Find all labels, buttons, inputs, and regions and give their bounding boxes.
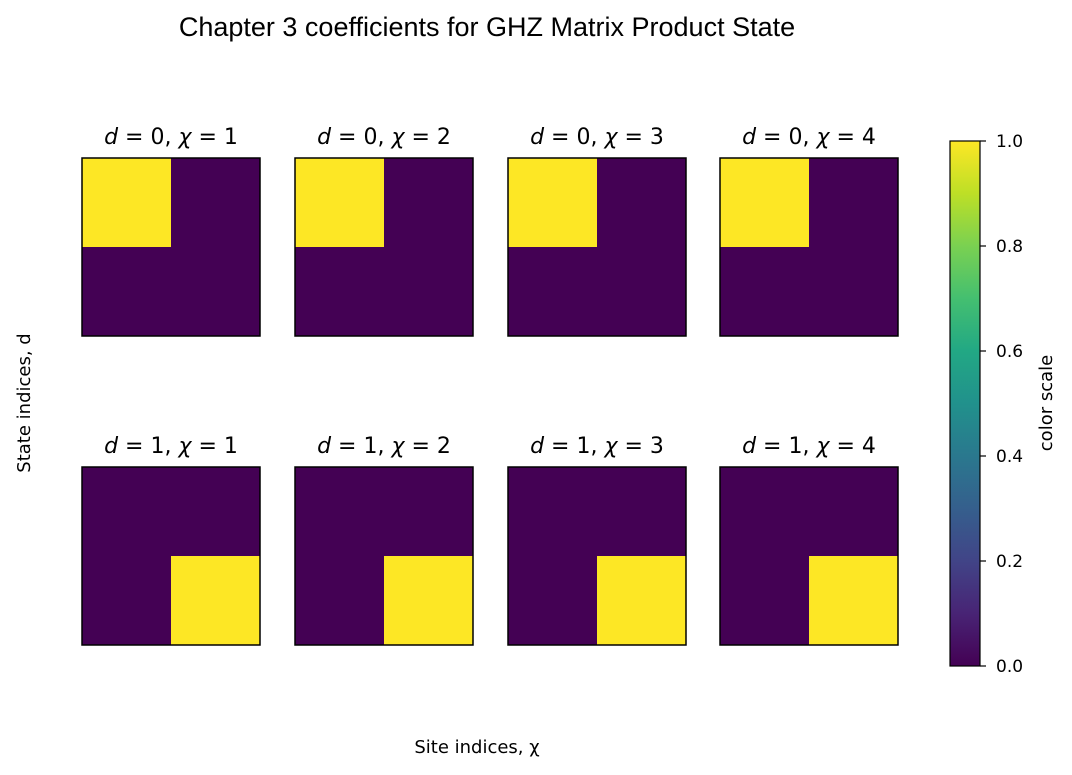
panel-title: d = 1, χ = 3 [530, 434, 664, 459]
panel-title: d = 1, χ = 4 [742, 434, 876, 459]
heatmap-cell [597, 556, 687, 646]
heatmap-cell [508, 247, 598, 337]
colorbar: 0.0 0.2 0.4 0.6 0.8 1.0 color scale [949, 132, 1057, 677]
chart-title: Chapter 3 coefficients for GHZ Matrix Pr… [179, 12, 795, 42]
heatmap-cell [720, 556, 810, 646]
panel-frame [81, 466, 261, 646]
heatmap-panel: d = 1, χ = 2 [294, 434, 474, 646]
colorbar-tick-label: 1.0 [996, 132, 1023, 152]
heatmap-panel: d = 1, χ = 3 [507, 434, 687, 646]
colorbar-tick-label: 0.8 [996, 237, 1023, 257]
heatmap-cell [171, 556, 261, 646]
heatmap-panel: d = 1, χ = 4 [719, 434, 899, 646]
panel-title: d = 0, χ = 2 [317, 125, 451, 150]
heatmap-panel: d = 0, χ = 4 [719, 125, 899, 337]
heatmap-panel: d = 1, χ = 1 [81, 434, 261, 646]
heatmap-cell [82, 247, 172, 337]
y-axis-label: State indices, d [14, 333, 35, 472]
heatmap-cell [82, 467, 172, 557]
heatmap-cell [597, 467, 687, 557]
colorbar-tick-label: 0.4 [996, 447, 1023, 467]
heatmap-panel: d = 0, χ = 2 [294, 125, 474, 337]
heatmap-cell [720, 467, 810, 557]
heatmap-cell [508, 467, 598, 557]
heatmap-cell [597, 158, 687, 248]
heatmap-cell [720, 158, 810, 248]
heatmap-cell [384, 467, 474, 557]
heatmap-cell [508, 556, 598, 646]
colorbar-label: color scale [1036, 355, 1057, 451]
panel-frame [719, 466, 899, 646]
panel-frame [294, 157, 474, 337]
heatmap-cell [82, 158, 172, 248]
heatmap-cell [171, 158, 261, 248]
heatmap-cell [295, 158, 385, 248]
panel-grid: d = 0, χ = 1 d = 0, χ = 2 d = 0, χ = 3 d = … [81, 125, 899, 646]
heatmap-cell [384, 247, 474, 337]
panel-frame [507, 157, 687, 337]
heatmap-cell [809, 556, 899, 646]
heatmap-cell [809, 467, 899, 557]
heatmap-panel: d = 0, χ = 3 [507, 125, 687, 337]
heatmap-cell [508, 158, 598, 248]
heatmap-cell [809, 247, 899, 337]
heatmap-cell [295, 467, 385, 557]
colorbar-tick-label: 0.0 [996, 657, 1023, 677]
heatmap-cell [295, 247, 385, 337]
panel-title: d = 0, χ = 3 [530, 125, 664, 150]
x-axis-label: Site indices, χ [414, 737, 539, 758]
heatmap-cell [809, 158, 899, 248]
heatmap-cell [171, 247, 261, 337]
panel-frame [81, 157, 261, 337]
panel-title: d = 1, χ = 1 [104, 434, 238, 459]
panel-frame [719, 157, 899, 337]
colorbar-ticks: 0.0 0.2 0.4 0.6 0.8 1.0 [980, 132, 1023, 677]
panel-frame [507, 466, 687, 646]
colorbar-tick-label: 0.6 [996, 342, 1023, 362]
heatmap-cell [295, 556, 385, 646]
panel-title: d = 1, χ = 2 [317, 434, 451, 459]
colorbar-tick-label: 0.2 [996, 552, 1023, 572]
heatmap-cell [171, 467, 261, 557]
panel-frame [294, 466, 474, 646]
heatmap-cell [384, 158, 474, 248]
panel-title: d = 0, χ = 4 [742, 125, 876, 150]
heatmap-cell [597, 247, 687, 337]
panel-title: d = 0, χ = 1 [104, 125, 238, 150]
heatmap-cell [82, 556, 172, 646]
heatmap-cell [720, 247, 810, 337]
colorbar-gradient [949, 140, 981, 667]
heatmap-panel: d = 0, χ = 1 [81, 125, 261, 337]
heatmap-cell [384, 556, 474, 646]
